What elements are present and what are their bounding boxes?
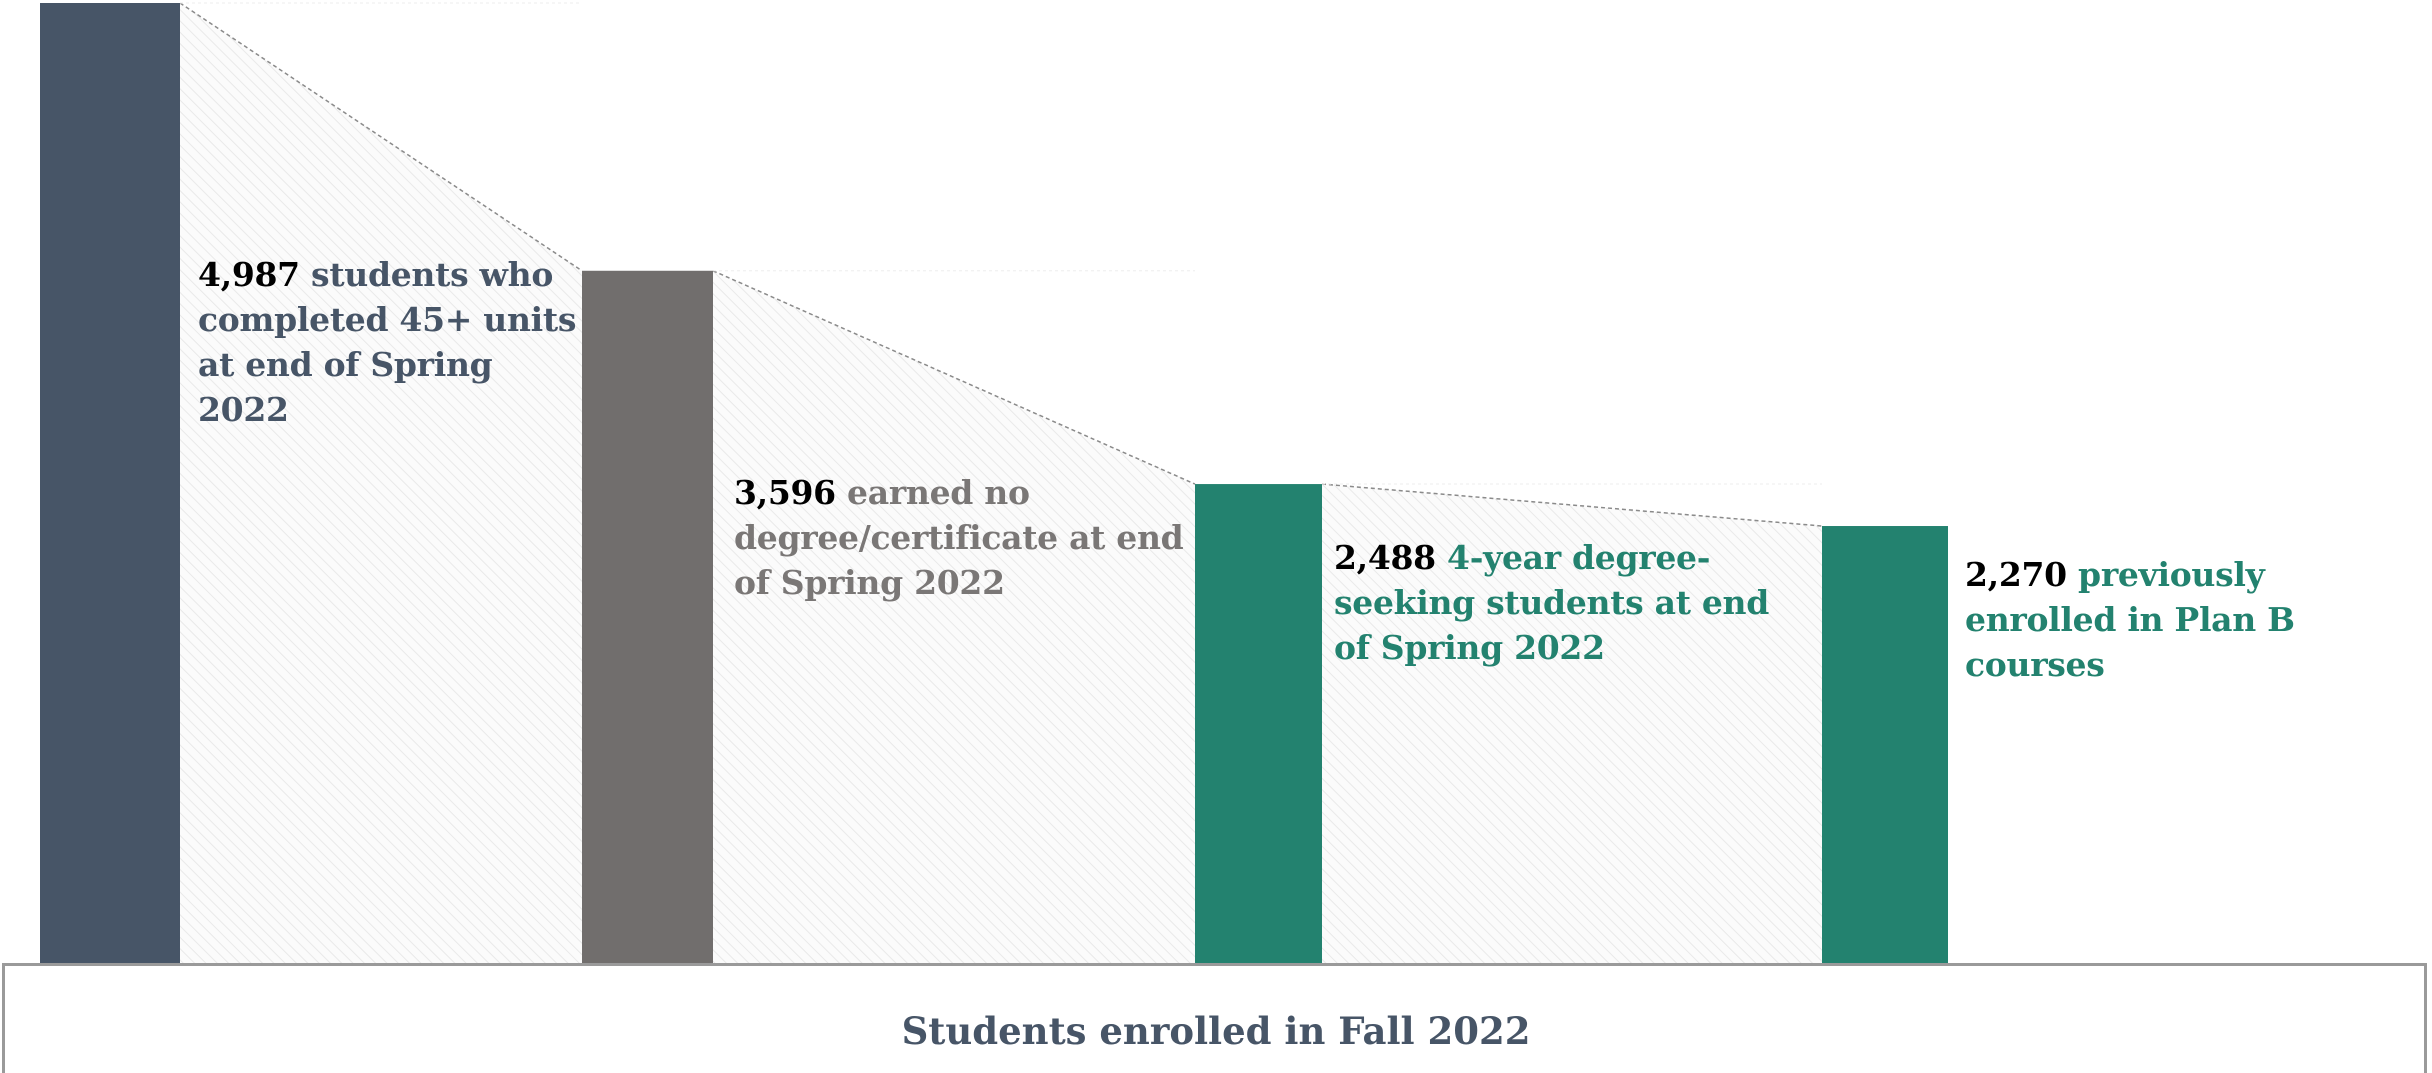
bar-value-2: 3,596 [734,473,836,512]
bar-2 [582,270,713,966]
chart-title: Students enrolled in Fall 2022 [901,1009,1531,1053]
connector-line-1 [179,2,583,272]
bar-4 [1822,526,1948,966]
bar-label-3: 2,488 4-year degree-seeking students at … [1334,535,1784,670]
bar-label-text-3: 4-year degree-seeking students at end of… [1334,538,1769,667]
bar-value-3: 2,488 [1334,538,1436,577]
connector-3 [1322,484,1822,963]
bar-label-2: 3,596 earned no degree/certificate at en… [734,470,1194,605]
bar-3 [1195,484,1322,966]
bar-label-1: 4,987 students who completed 45+ units a… [198,252,578,432]
bar-label-text-4: previously enrolled in Plan B courses [1965,555,2295,684]
connector-line-2 [712,270,1196,485]
bar-label-text-2: earned no degree/certificate at end of S… [734,473,1184,602]
bar-label-text-1: students who completed 45+ units at end … [198,255,577,429]
bar-value-4: 2,270 [1965,555,2067,594]
connector-2 [713,270,1195,963]
footer-panel [2,963,2427,1073]
connector-1 [180,3,582,963]
bar-label-4: 2,270 previously enrolled in Plan B cour… [1965,552,2415,687]
bar-1 [40,3,180,966]
bar-value-1: 4,987 [198,255,300,294]
